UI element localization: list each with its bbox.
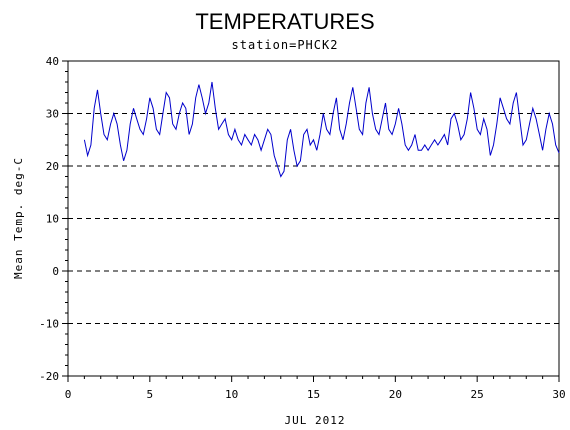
x-axis-ticks: 0 5 10 15 20 25 30	[65, 376, 566, 401]
x-tick-label-4: 20	[389, 388, 402, 401]
y-tick-label-0: -20	[39, 370, 59, 383]
y-tick-label-6: 40	[46, 55, 59, 68]
x-tick-label-5: 25	[471, 388, 484, 401]
y-axis-ticks: -20 -10 0 10 20 30 40	[39, 55, 68, 383]
x-tick-label-1: 5	[147, 388, 154, 401]
chart-title: TEMPERATURES	[195, 9, 374, 34]
x-tick-label-2: 10	[225, 388, 238, 401]
x-tick-label-6: 30	[552, 388, 565, 401]
y-tick-label-1: -10	[39, 318, 59, 331]
y-tick-label-4: 20	[46, 160, 59, 173]
x-tick-label-0: 0	[65, 388, 72, 401]
y-tick-label-3: 10	[46, 213, 59, 226]
y-tick-label-2: 0	[52, 265, 59, 278]
series-line-temperature	[83, 81, 560, 178]
y-tick-label-5: 30	[46, 108, 59, 121]
grid-lines	[68, 60, 559, 377]
x-tick-label-3: 15	[307, 388, 320, 401]
x-axis-label: JUL 2012	[285, 414, 346, 427]
y-axis-label: Mean Temp. deg-C	[12, 157, 25, 279]
chart-subtitle: station=PHCK2	[232, 38, 339, 52]
